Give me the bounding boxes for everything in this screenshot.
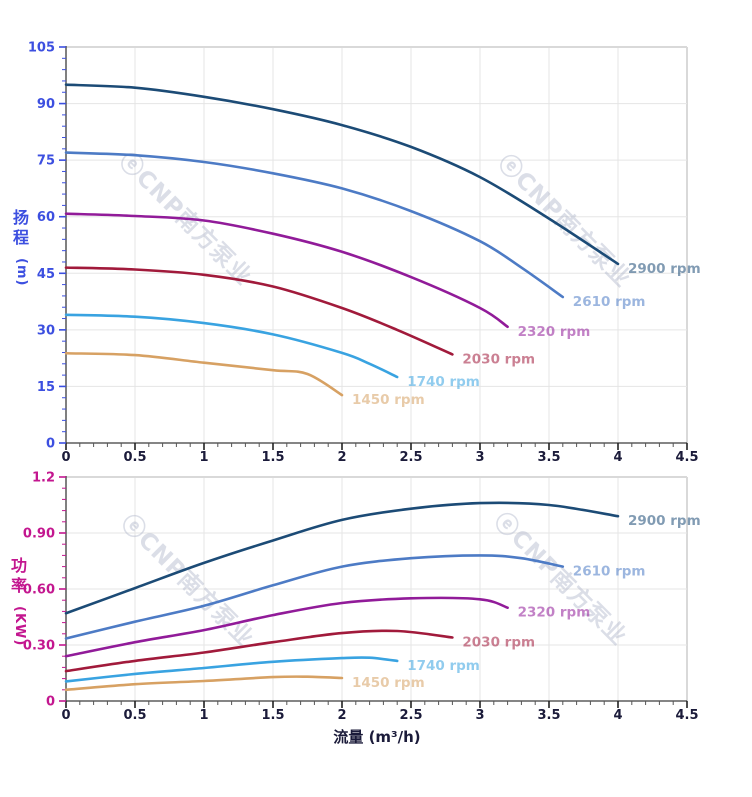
curve-2320-rpm [64,212,509,329]
y-tick-label: 1.2 [32,471,55,486]
power-axis-title-char: 率 [10,576,27,595]
x-tick-label: 3.5 [537,708,560,723]
curve-label-2030-rpm: 2030 rpm [462,351,535,367]
power-flow-chart: 0 0.5 1 1.5 2 2.5 3 3.5 4 4.5 0 0.30 0.60 0.90 1.2 ⓔCNP… [23,471,701,723]
curve-label-2610-rpm: 2610 rpm [573,294,646,310]
x-tick-label: 0 [61,450,70,465]
head-flow-chart: 0 0.5 1 1.5 2 2.5 3 3.5 4 4.5 0 15 30 45 60 75 90 105 ⓔCNP… [28,41,701,465]
head-axis-title-char: 扬 [12,208,29,227]
curve-label-1740-rpm: 1740 rpm [407,658,480,674]
x-tick-label: 1 [199,450,208,465]
curve-label-1450-rpm: 1450 rpm [352,675,425,691]
head-axis-title: 扬 程 (m) [8,208,34,286]
curve-label-2900-rpm: 2900 rpm [628,513,701,529]
curve-2320-rpm [64,596,509,658]
x-tick-label: 4 [613,450,622,465]
curve-label-2320-rpm: 2320 rpm [518,605,591,621]
x-tick-label: 0.5 [123,450,146,465]
x-tick-label: 2.5 [399,450,422,465]
curve-2900-rpm [64,501,620,615]
x-tick-label: 0 [61,708,70,723]
curve-1740-rpm [64,656,399,683]
curve-2610-rpm [64,151,565,299]
y-tick-label: 0.60 [23,583,55,598]
x-tick-label: 0.5 [123,708,146,723]
y-tick-label: 0 [46,437,55,452]
y-tick-label: 30 [37,323,55,338]
curve-2610-rpm [64,554,565,640]
x-tick-label: 4 [613,708,622,723]
y-tick-label: 0 [46,695,55,710]
curve-label-1450-rpm: 1450 rpm [352,392,425,408]
x-tick-label: 3 [475,708,484,723]
y-tick-label: 15 [37,380,55,395]
curve-1740-rpm [64,313,399,379]
power-axis-title-char: 功 [10,556,27,575]
x-tick-label: 1 [199,708,208,723]
x-tick-label: 1.5 [261,708,284,723]
x-tick-label: 1.5 [261,450,284,465]
curve-1450-rpm [64,351,344,397]
curve-label-2030-rpm: 2030 rpm [462,635,535,651]
y-tick-label: 60 [37,210,55,225]
y-tick-label: 0.30 [23,639,55,654]
curve-2900-rpm [64,83,620,266]
head-axis-unit: (m) [14,258,30,287]
cnp-watermark: ⓔCNP南方泵业 [116,509,260,653]
y-tick-label: 0.90 [23,527,55,542]
curve-2030-rpm [64,629,454,673]
flow-axis-title: 流量 (m³/h) [333,728,421,746]
y-tick-label: 45 [37,267,55,282]
y-tick-label: 90 [37,97,55,112]
curve-label-1740-rpm: 1740 rpm [407,374,480,390]
curve-label-2320-rpm: 2320 rpm [518,324,591,340]
curve-2030-rpm [64,266,454,356]
x-tick-label: 2.5 [399,708,422,723]
y-tick-label: 75 [37,154,55,169]
curve-label-2900-rpm: 2900 rpm [628,261,701,277]
x-tick-label: 2 [337,708,346,723]
y-tick-label: 105 [28,41,55,56]
x-tick-label: 4.5 [675,450,698,465]
x-tick-label: 4.5 [675,708,698,723]
x-tick-label: 3.5 [537,450,560,465]
x-tick-label: 3 [475,450,484,465]
curve-1450-rpm [64,675,344,692]
head-axis-title-char: 程 [12,228,29,247]
curve-label-2610-rpm: 2610 rpm [573,564,646,580]
power-axis-unit: (KW) [12,606,28,647]
cnp-watermark: ⓔCNP南方泵业 [493,149,637,293]
x-tick-label: 2 [337,450,346,465]
power-axis-title: 功 率 (KW) [6,556,32,646]
